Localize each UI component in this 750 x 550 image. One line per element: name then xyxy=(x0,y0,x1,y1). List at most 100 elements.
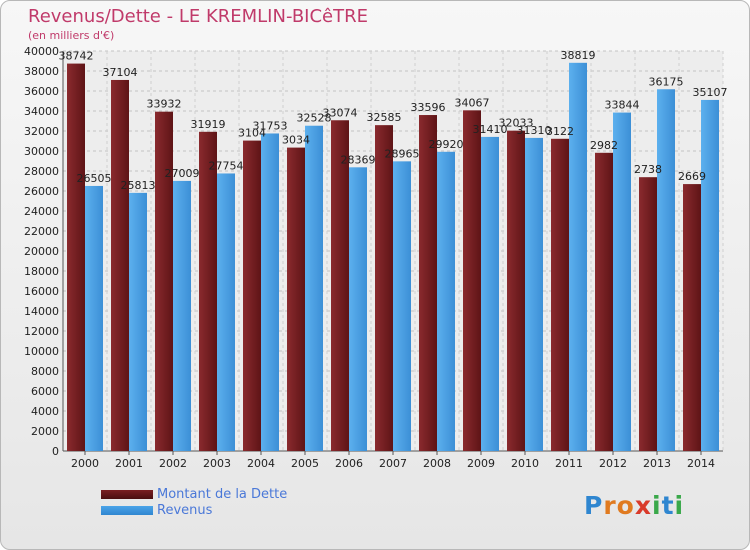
bar-dette xyxy=(463,110,481,451)
data-label-dette: 33596 xyxy=(411,101,446,114)
x-tick-label: 2009 xyxy=(467,457,495,470)
bar-dette xyxy=(67,63,85,452)
bar-dette xyxy=(111,79,129,452)
y-tick-label: 38000 xyxy=(24,65,59,78)
x-tick-label: 2005 xyxy=(291,457,319,470)
x-tick-label: 2011 xyxy=(555,457,583,470)
bar-dette xyxy=(683,184,701,451)
data-label-revenus: 31310 xyxy=(517,124,552,137)
bar-revenus xyxy=(393,161,411,451)
x-tick-label: 2006 xyxy=(335,457,363,470)
logo-letter: o xyxy=(616,491,635,520)
data-label-revenus: 26505 xyxy=(77,172,112,185)
data-label-revenus: 29920 xyxy=(429,138,464,151)
data-label-dette: 32033 xyxy=(499,117,534,130)
x-tick-label: 2000 xyxy=(71,457,99,470)
y-tick-label: 4000 xyxy=(31,405,59,418)
data-label-revenus: 28369 xyxy=(341,153,376,166)
bar-dette xyxy=(419,115,437,451)
data-label-revenus: 31753 xyxy=(253,119,288,132)
y-tick-label: 6000 xyxy=(31,385,59,398)
data-label-revenus: 27754 xyxy=(209,159,244,172)
bar-dette xyxy=(595,152,613,452)
legend-swatch-revenus xyxy=(101,506,153,515)
bar-dette xyxy=(287,147,305,451)
y-tick-label: 18000 xyxy=(24,265,59,278)
bar-revenus xyxy=(305,125,323,451)
bar-revenus xyxy=(657,89,675,451)
x-tick-label: 2007 xyxy=(379,457,407,470)
x-tick-label: 2010 xyxy=(511,457,539,470)
y-tick-label: 20000 xyxy=(24,245,59,258)
x-tick-label: 2004 xyxy=(247,457,275,470)
data-label-dette: 2982 xyxy=(590,139,618,152)
y-tick-label: 30000 xyxy=(24,145,59,158)
data-label-revenus: 25813 xyxy=(121,179,156,192)
data-label-revenus: 38819 xyxy=(561,49,596,62)
logo-letter: r xyxy=(603,491,617,520)
data-label-revenus: 28965 xyxy=(385,147,420,160)
data-label-dette: 32585 xyxy=(367,111,402,124)
data-label-dette: 37104 xyxy=(103,66,138,79)
data-label-dette: 3104 xyxy=(238,127,266,140)
logo-letter: P xyxy=(584,491,604,520)
y-tick-label: 26000 xyxy=(24,185,59,198)
data-label-dette: 3034 xyxy=(282,134,310,147)
y-tick-label: 2000 xyxy=(31,425,59,438)
bar-dette xyxy=(199,131,217,451)
logo-letter: i xyxy=(652,491,662,520)
bar-dette xyxy=(331,120,349,451)
data-label-dette: 34067 xyxy=(455,96,490,109)
y-tick-label: 32000 xyxy=(24,125,59,138)
data-label-dette: 33932 xyxy=(147,98,182,111)
data-label-dette: 2669 xyxy=(678,170,706,183)
x-tick-label: 2002 xyxy=(159,457,187,470)
data-label-revenus: 33844 xyxy=(605,99,640,112)
proxiti-logo: Proxiti xyxy=(584,491,684,520)
data-label-revenus: 32528 xyxy=(297,112,332,125)
x-tick-label: 2001 xyxy=(115,457,143,470)
bar-revenus xyxy=(569,62,587,452)
y-tick-label: 10000 xyxy=(24,345,59,358)
bar-revenus xyxy=(525,137,543,451)
data-label-revenus: 31410 xyxy=(473,123,508,136)
bar-revenus xyxy=(701,99,719,452)
data-label-revenus: 35107 xyxy=(693,86,728,99)
bar-revenus xyxy=(481,136,499,451)
bar-revenus xyxy=(129,192,147,451)
data-label-dette: 31919 xyxy=(191,118,226,131)
y-tick-label: 24000 xyxy=(24,205,59,218)
bar-revenus xyxy=(613,112,631,451)
logo-letter: t xyxy=(661,491,675,520)
legend-label-revenus: Revenus xyxy=(157,503,213,518)
data-label-revenus: 36175 xyxy=(649,75,684,88)
data-label-dette: 2738 xyxy=(634,163,662,176)
legend-swatch-dette xyxy=(101,490,153,499)
bar-revenus xyxy=(217,173,235,451)
x-tick-label: 2013 xyxy=(643,457,671,470)
bar-dette xyxy=(375,125,393,452)
x-tick-label: 2014 xyxy=(687,457,715,470)
data-label-dette: 3122 xyxy=(546,125,574,138)
bar-dette xyxy=(243,140,261,451)
bar-dette xyxy=(155,111,173,452)
y-tick-label: 36000 xyxy=(24,85,59,98)
bar-dette xyxy=(507,130,525,452)
data-label-dette: 33074 xyxy=(323,106,358,119)
y-tick-label: 16000 xyxy=(24,285,59,298)
logo-letter: x xyxy=(634,491,652,520)
bar-revenus xyxy=(173,180,191,451)
y-tick-label: 34000 xyxy=(24,105,59,118)
y-tick-label: 28000 xyxy=(24,165,59,178)
y-tick-label: 8000 xyxy=(31,365,59,378)
x-tick-label: 2003 xyxy=(203,457,231,470)
y-tick-label: 12000 xyxy=(24,325,59,338)
chart-title: Revenus/Dette - LE KREMLIN-BICêTRE xyxy=(28,6,368,27)
bar-revenus xyxy=(437,151,455,452)
data-label-revenus: 27009 xyxy=(165,167,200,180)
bar-dette xyxy=(551,138,569,452)
x-tick-label: 2012 xyxy=(599,457,627,470)
y-tick-label: 40000 xyxy=(24,45,59,58)
